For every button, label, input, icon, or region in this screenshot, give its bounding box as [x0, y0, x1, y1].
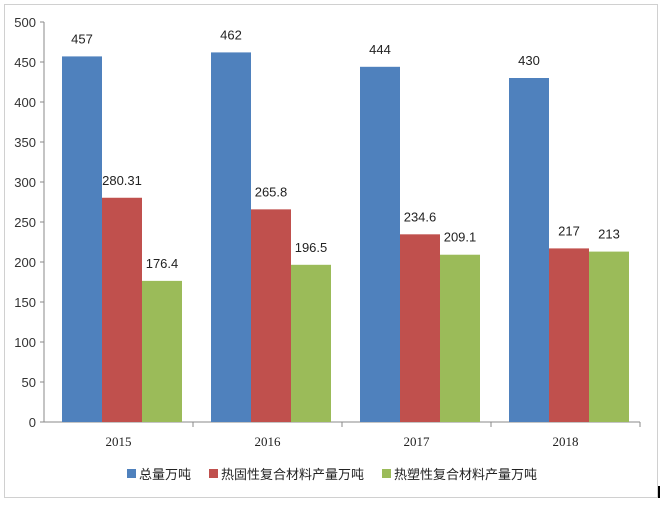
- legend-label-thermoplastic: 热塑性复合材料产量万吨: [394, 467, 538, 483]
- data-label: 176.4: [146, 256, 179, 271]
- legend: 总量万吨 热固性复合材料产量万吨 热塑性复合材料产量万吨: [0, 462, 664, 484]
- x-tick-label: 2018: [553, 434, 579, 449]
- data-label: 234.6: [404, 209, 437, 224]
- bar: [251, 209, 291, 422]
- data-label: 457: [71, 31, 93, 46]
- legend-label-thermoset: 热固性复合材料产量万吨: [220, 467, 364, 483]
- y-tick-label: 50: [22, 375, 36, 390]
- legend-swatch-total: [126, 468, 136, 478]
- legend-swatch-thermoplastic: [382, 468, 391, 478]
- data-label: 196.5: [295, 240, 328, 255]
- x-tick-label: 2017: [404, 434, 431, 449]
- y-tick-label: 350: [14, 135, 36, 150]
- bar: [62, 56, 102, 423]
- chart-frame: [4, 4, 658, 498]
- bar: [589, 251, 629, 422]
- legend-swatch-thermoset: [208, 468, 218, 478]
- y-tick-label: 150: [14, 295, 36, 310]
- legend-item-thermoplastic: 热塑性复合材料产量万吨: [382, 464, 537, 483]
- y-tick-label: 250: [14, 215, 36, 230]
- bar: [400, 234, 440, 422]
- bar: [211, 52, 251, 423]
- data-label: 265.8: [255, 184, 288, 199]
- legend-label-total: 总量万吨: [138, 467, 191, 483]
- data-label: 217: [558, 223, 580, 238]
- y-tick-label: 400: [14, 95, 36, 110]
- data-label: 209.1: [444, 230, 477, 245]
- corner-mark: [658, 486, 660, 498]
- legend-item-thermoset: 热固性复合材料产量万吨: [208, 464, 364, 483]
- data-label: 462: [220, 27, 242, 42]
- bar: [360, 66, 400, 423]
- bar: [142, 280, 182, 422]
- y-tick-label: 450: [14, 55, 36, 70]
- data-label: 444: [369, 42, 391, 57]
- y-tick-label: 0: [29, 415, 36, 430]
- bar: [102, 197, 142, 422]
- bar: [291, 264, 331, 422]
- legend-item-total: 总量万吨: [126, 464, 191, 483]
- data-label: 430: [518, 53, 540, 68]
- data-label: 213: [598, 227, 620, 242]
- data-label: 280.31: [102, 173, 142, 188]
- bar: [440, 254, 480, 422]
- y-tick-label: 500: [14, 15, 36, 30]
- y-tick-label: 100: [14, 335, 36, 350]
- x-tick-label: 2015: [106, 434, 132, 449]
- y-tick-label: 300: [14, 175, 36, 190]
- bar: [549, 248, 589, 422]
- x-tick-label: 2016: [255, 434, 282, 449]
- y-tick-label: 200: [14, 255, 36, 270]
- bar: [509, 78, 549, 422]
